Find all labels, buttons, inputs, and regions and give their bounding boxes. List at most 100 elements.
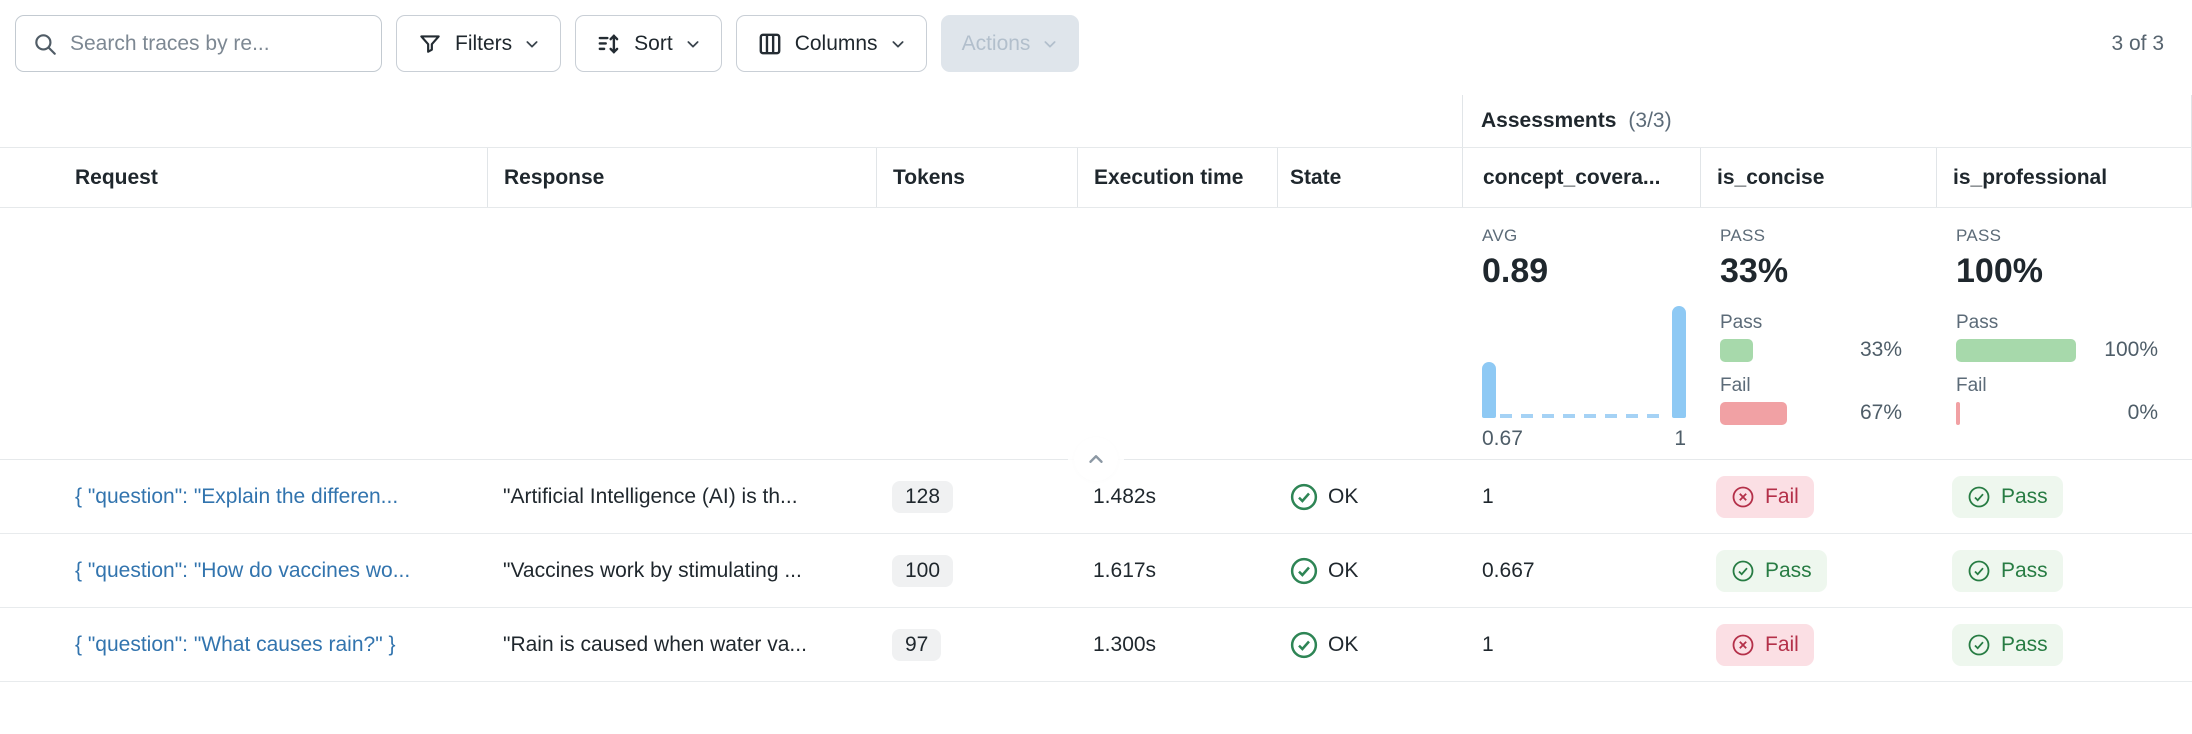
summary-is-professional: PASS 100% Pass 100% Fail 0%	[1936, 208, 2192, 459]
histogram-bar	[1482, 362, 1496, 419]
response-cell: "Artificial Intelligence (AI) is th...	[503, 484, 798, 508]
assessments-count: (3/3)	[1628, 109, 1672, 132]
search-icon	[35, 33, 56, 55]
state-label: OK	[1328, 632, 1359, 656]
trace-rows: { "question": "Explain the differen... "…	[0, 460, 2192, 682]
column-header-is-concise[interactable]: is_concise	[1700, 148, 1936, 207]
filters-button[interactable]: Filters	[396, 15, 562, 72]
pass-label: PASS	[1720, 226, 1766, 245]
columns-icon	[759, 33, 781, 54]
column-header-state[interactable]: State	[1277, 148, 1462, 207]
column-header-concept-coverage[interactable]: concept_covera...	[1462, 148, 1700, 207]
sort-label: Sort	[634, 31, 673, 55]
column-header-response[interactable]: Response	[487, 148, 876, 207]
fail-rate-value: 0%	[2127, 401, 2158, 425]
fail-rate-bar	[1956, 401, 1960, 425]
fail-bar-label: Fail	[1956, 375, 1987, 397]
pass-value: 100%	[1956, 252, 2043, 290]
table-row[interactable]: { "question": "Explain the differen... "…	[0, 460, 2192, 534]
badge-label: Pass	[1765, 558, 1812, 582]
chevron-up-icon	[1089, 455, 1103, 463]
pass-check-circle-icon	[1732, 560, 1754, 581]
sort-icon	[598, 33, 619, 54]
badge-label: Fail	[1765, 484, 1799, 508]
avg-label: AVG	[1482, 226, 1518, 245]
actions-label: Actions	[961, 31, 1031, 55]
summary-is-concise: PASS 33% Pass 33% Fail 67%	[1700, 208, 1936, 459]
fail-x-circle-icon	[1732, 634, 1754, 655]
concept-coverage-value: 1	[1482, 632, 1494, 656]
chevron-down-icon	[687, 40, 699, 48]
pass-rate-bar	[1956, 338, 2076, 362]
chevron-down-icon	[1044, 40, 1056, 48]
column-header-execution-time[interactable]: Execution time	[1077, 148, 1277, 207]
state-label: OK	[1328, 558, 1359, 582]
table-header-row: Request Response Tokens Execution time S…	[0, 148, 2192, 208]
table-row[interactable]: { "question": "What causes rain?" } "Rai…	[0, 608, 2192, 682]
badge-label: Fail	[1765, 632, 1799, 656]
pass-rate-bar	[1720, 338, 1753, 362]
axis-max-label: 1	[1674, 427, 1686, 451]
request-link[interactable]: { "question": "How do vaccines wo...	[75, 558, 411, 582]
fail-rate-bar	[1720, 401, 1787, 425]
table-row[interactable]: { "question": "How do vaccines wo... "Va…	[0, 534, 2192, 608]
ok-check-circle-icon	[1290, 483, 1318, 510]
is-professional-badge[interactable]: Pass	[1952, 549, 2063, 592]
ok-check-circle-icon	[1290, 631, 1318, 658]
fail-x-circle-icon	[1732, 486, 1754, 507]
avg-value: 0.89	[1482, 252, 1549, 290]
histogram-axis: 0.67 1	[1482, 427, 1686, 451]
response-cell: "Vaccines work by stimulating ...	[503, 558, 802, 582]
state-label: OK	[1328, 484, 1359, 508]
toolbar: Filters Sort Columns Actions 3 of 3	[0, 0, 2192, 72]
assessments-summary-row: AVG 0.89 0.67 1 PASS 33% Pass 33% Fail 6…	[0, 208, 2192, 481]
pass-value: 33%	[1720, 252, 1789, 290]
summary-concept-coverage: AVG 0.89 0.67 1	[1462, 208, 1700, 459]
fail-rate-value: 67%	[1859, 401, 1902, 425]
pass-check-circle-icon	[1968, 486, 1990, 507]
columns-button[interactable]: Columns	[735, 15, 927, 72]
response-cell: "Rain is caused when water va...	[503, 632, 807, 656]
assessments-header: Assessments (3/3)	[1462, 95, 2192, 147]
pass-rate-value: 33%	[1859, 338, 1902, 362]
filters-label: Filters	[455, 31, 513, 55]
columns-label: Columns	[794, 31, 878, 55]
state-cell: OK	[1289, 556, 1358, 586]
request-link[interactable]: { "question": "Explain the differen...	[75, 484, 399, 508]
actions-button[interactable]: Actions	[940, 15, 1080, 72]
is-concise-badge[interactable]: Fail	[1716, 475, 1814, 518]
column-header-is-professional[interactable]: is_professional	[1936, 148, 2192, 207]
column-header-tokens[interactable]: Tokens	[876, 148, 1077, 207]
execution-time-cell: 1.617s	[1093, 558, 1157, 582]
is-professional-badge[interactable]: Pass	[1952, 475, 2063, 518]
histogram-bar	[1672, 306, 1686, 419]
axis-min-label: 0.67	[1482, 427, 1523, 451]
is-professional-badge[interactable]: Pass	[1952, 623, 2063, 666]
pass-check-circle-icon	[1968, 634, 1990, 655]
state-cell: OK	[1289, 482, 1358, 512]
concept-coverage-value: 0.667	[1482, 558, 1535, 582]
search-input-wrapper[interactable]	[15, 15, 382, 72]
pass-bar-label: Pass	[1720, 312, 1763, 334]
chevron-down-icon	[526, 40, 538, 48]
column-header-request[interactable]: Request	[75, 165, 158, 189]
collapse-summary-button[interactable]	[1074, 437, 1118, 481]
is-concise-badge[interactable]: Pass	[1716, 549, 1827, 592]
sort-button[interactable]: Sort	[575, 15, 722, 72]
pass-rate-value: 100%	[2104, 338, 2158, 362]
execution-time-cell: 1.300s	[1093, 632, 1157, 656]
badge-label: Pass	[2001, 558, 2048, 582]
score-histogram	[1482, 306, 1686, 419]
badge-label: Pass	[2001, 632, 2048, 656]
ok-check-circle-icon	[1290, 557, 1318, 584]
is-concise-badge[interactable]: Fail	[1716, 623, 1814, 666]
tokens-badge: 97	[892, 628, 942, 661]
request-link[interactable]: { "question": "What causes rain?" }	[75, 632, 396, 656]
pass-check-circle-icon	[1968, 560, 1990, 581]
assessments-band: Assessments (3/3)	[0, 95, 2192, 148]
pass-bar-label: Pass	[1956, 312, 1999, 334]
state-cell: OK	[1289, 630, 1358, 660]
fail-bar-label: Fail	[1720, 375, 1751, 397]
execution-time-cell: 1.482s	[1093, 484, 1157, 508]
search-input[interactable]	[70, 31, 365, 56]
